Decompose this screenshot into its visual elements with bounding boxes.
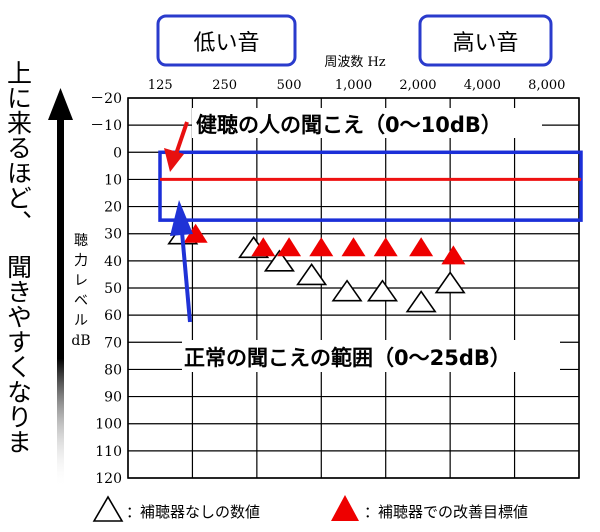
y-tick-label: 60 [104, 308, 122, 324]
high-sound-box [418, 14, 553, 67]
x-tick-label: 8,000 [528, 78, 565, 93]
blue-annotation-arrow [170, 200, 193, 323]
filled-triangle-marker [183, 223, 208, 243]
high-sound-text: 高い音 [452, 31, 518, 56]
blue-arrow-head [170, 200, 193, 236]
x-tick-label: 125 [148, 78, 173, 93]
filled-triangle-marker [251, 237, 276, 257]
y-axis-title-char: dB [71, 333, 90, 349]
plot-frame [127, 97, 580, 479]
grid [127, 97, 580, 479]
open-triangle-marker [263, 249, 295, 272]
y-tick-label: 50 [104, 281, 122, 297]
y-tick-label: 90 [104, 390, 122, 406]
y-tick-label: 100 [95, 417, 122, 433]
filled-triangle-marker [441, 245, 466, 265]
normal-range-label: 正常の聞こえの範囲（0〜25dB） [184, 346, 511, 370]
open-triangle-marker [405, 290, 437, 313]
legend: ： 補聴器なしの数値 ： 補聴器での改善目標値 [92, 495, 528, 522]
blue-arrow-shaft [180, 231, 192, 323]
side-arrow [48, 88, 73, 488]
open-triangle-marker [331, 279, 363, 302]
x-tick-label: 500 [277, 78, 302, 93]
legend-separator-1: ： [126, 503, 141, 521]
y-axis-title-char: ル [74, 313, 88, 329]
legend-open-triangle-icon [92, 495, 124, 522]
y-tick-label: 70 [104, 335, 122, 351]
normal-hearing-label: 健聴の人の聞こえ（0〜10dB） [196, 113, 502, 137]
y-tick-label: 120 [95, 471, 122, 487]
filled-triangle-marker [309, 237, 334, 257]
data-markers [167, 222, 466, 313]
y-axis-title-char: レ [74, 273, 88, 289]
x-tick-label: 250 [212, 78, 237, 93]
y-tick-label: －20 [90, 91, 122, 107]
y-axis-title-char: 力 [74, 253, 88, 269]
open-triangle-marker [366, 279, 399, 302]
legend-open-label: 補聴器なしの数値 [140, 503, 260, 521]
legend-filled-triangle-icon [331, 495, 359, 521]
y-tick-label: 30 [104, 227, 122, 243]
y-tick-label: －10 [90, 118, 122, 134]
low-sound-text: 低い音 [193, 31, 259, 56]
x-axis-title: 周波数 Hz [324, 55, 385, 70]
normal-range-box [158, 150, 583, 222]
open-triangle-marker [296, 263, 328, 286]
x-tick-label: 4,000 [464, 78, 501, 93]
side-arrow-shaft [57, 118, 64, 488]
low-sound-box [156, 14, 297, 67]
y-tick-label: 110 [95, 444, 122, 460]
x-tick-label: 1,000 [335, 78, 372, 93]
filled-triangle-marker [341, 237, 366, 257]
side-label-top: 上に来るほど、 [4, 60, 33, 235]
side-label-bottom: 聞きやすくなりま [4, 254, 33, 454]
y-axis-title-char: ベ [74, 293, 88, 309]
y-tick-label: 0 [113, 145, 122, 161]
low-sound-label: 低い音 [156, 14, 297, 67]
x-tick-labels: 125 250 500 1,000 2,000 4,000 8,000 [148, 78, 566, 93]
normal-hearing-label-bg [192, 108, 542, 138]
red-annotation-arrow [164, 121, 189, 172]
red-arrow-head [164, 148, 184, 172]
legend-filled-label: 補聴器での改善目標値 [378, 503, 528, 521]
y-tick-label: 20 [104, 200, 122, 216]
normal-range-label-bg [182, 340, 560, 372]
y-tick-label: 10 [104, 172, 122, 188]
x-tick-label: 2,000 [399, 78, 436, 93]
filled-triangle-marker [409, 237, 434, 257]
y-axis-title-char: 聴 [74, 233, 88, 249]
side-arrow-head [48, 88, 73, 120]
filled-triangle-marker [277, 237, 302, 257]
y-tick-label: 40 [104, 254, 122, 270]
filled-triangle-marker [373, 237, 398, 257]
legend-separator-2: ： [364, 503, 379, 521]
open-triangle-marker [434, 271, 466, 294]
high-sound-label: 高い音 [418, 14, 553, 67]
y-tick-label: 80 [104, 362, 122, 378]
y-tick-labels: －20 －10 0 10 20 30 40 50 60 70 80 90 100 110 120 [90, 91, 122, 487]
